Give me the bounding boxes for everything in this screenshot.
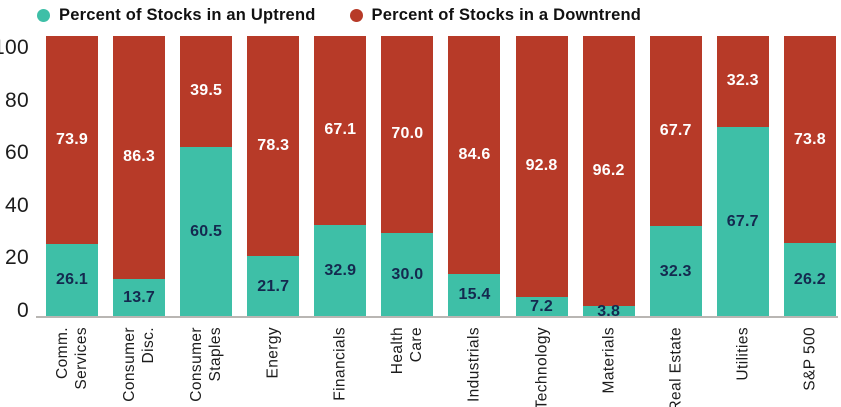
downtrend-segment: 67.1 [314, 36, 367, 225]
uptrend-segment: 60.5 [180, 147, 233, 317]
uptrend-value-label: 32.9 [324, 261, 357, 279]
y-axis-tick-label: 60 [5, 141, 29, 165]
x-axis-label: Real Estate [667, 327, 685, 407]
x-axis-label: S&P 500 [801, 327, 819, 391]
x-axis-label: Utilities [734, 327, 752, 381]
downtrend-segment: 84.6 [448, 36, 501, 274]
downtrend-value-label: 73.8 [793, 130, 826, 148]
uptrend-segment: 32.3 [649, 226, 702, 317]
downtrend-value-label: 86.3 [123, 148, 156, 166]
uptrend-segment: 67.7 [716, 126, 769, 317]
bar-column: 67.7 32.3 Real Estate [649, 36, 702, 407]
bar-column: 78.3 21.7 Energy [247, 36, 300, 379]
uptrend-segment: 3.8 [582, 302, 635, 320]
y-axis-tick-label: 40 [5, 193, 29, 217]
downtrend-segment: 73.8 [783, 36, 836, 244]
bar-column: 96.2 3.8 Materials [582, 36, 635, 393]
bar-column: 86.3 13.7 Consumer Disc. [113, 36, 166, 402]
bar-column: 92.8 7.2 Technology [515, 36, 568, 407]
downtrend-value-label: 32.3 [726, 72, 759, 90]
x-axis-label: Comm. Services [54, 327, 90, 390]
y-axis: 0 20 40 60 80 100 [0, 0, 30, 340]
downtrend-segment: 92.8 [515, 36, 568, 297]
uptrend-legend-dot-icon [37, 9, 50, 22]
bar-column: 39.5 60.5 Consumer Staples [180, 36, 233, 402]
downtrend-segment: 86.3 [113, 36, 166, 279]
bar-column: 73.9 26.1 Comm. Services [46, 36, 98, 390]
x-axis-label: Consumer Disc. [121, 327, 158, 402]
bar-column: 70.0 30.0 Health Care [381, 36, 434, 374]
x-axis-label: Energy [264, 327, 282, 379]
y-axis-tick-label: 80 [5, 88, 29, 112]
bar-column: 84.6 15.4 Industrials [448, 36, 501, 402]
y-axis-tick-label: 100 [0, 36, 29, 59]
downtrend-segment: 78.3 [247, 36, 300, 257]
uptrend-segment: 30.0 [381, 232, 434, 317]
x-axis-line [36, 316, 838, 318]
uptrend-segment: 7.2 [515, 296, 568, 317]
uptrend-value-label: 13.7 [123, 288, 156, 306]
uptrend-segment: 13.7 [113, 278, 166, 317]
uptrend-value-label: 3.8 [597, 302, 621, 320]
uptrend-value-label: 7.2 [530, 297, 553, 315]
downtrend-value-label: 67.7 [659, 122, 692, 140]
downtrend-value-label: 92.8 [525, 157, 558, 175]
y-axis-tick-label: 0 [17, 299, 29, 322]
uptrend-value-label: 21.7 [257, 277, 290, 295]
uptrend-segment: 32.9 [314, 224, 367, 317]
downtrend-segment: 67.7 [649, 36, 702, 227]
x-axis-label: Consumer Staples [188, 327, 225, 402]
x-axis-label: Industrials [465, 327, 483, 403]
plot-area: 73.9 26.1 Comm. Services 86.3 13.7 Consumer D… [46, 36, 836, 407]
uptrend-value-label: 26.1 [56, 271, 88, 289]
downtrend-segment: 96.2 [582, 36, 635, 307]
legend-item-downtrend: Percent of Stocks in a Downtrend [349, 6, 642, 25]
downtrend-value-label: 78.3 [257, 137, 290, 154]
downtrend-segment: 39.5 [180, 36, 233, 147]
uptrend-value-label: 67.7 [726, 212, 759, 230]
downtrend-value-label: 70.0 [391, 125, 424, 143]
downtrend-segment: 70.0 [381, 36, 434, 233]
uptrend-value-label: 15.4 [458, 286, 491, 304]
downtrend-value-label: 67.1 [324, 121, 357, 139]
downtrend-value-label: 39.5 [190, 82, 223, 100]
x-axis-label: Technology [533, 327, 551, 407]
uptrend-legend-label: Percent of Stocks in an Uptrend [59, 6, 316, 24]
legend: Percent of Stocks in an Uptrend Percent … [37, 6, 641, 25]
legend-item-uptrend: Percent of Stocks in an Uptrend [37, 6, 316, 25]
bar-column: 32.3 67.7 Utilities [716, 36, 769, 381]
x-axis-label: Financials [331, 327, 349, 401]
uptrend-value-label: 60.5 [190, 223, 223, 240]
uptrend-value-label: 32.3 [659, 262, 692, 280]
downtrend-value-label: 84.6 [458, 145, 491, 163]
downtrend-value-label: 73.9 [56, 130, 88, 148]
bar-column: 73.8 26.2 S&P 500 [783, 36, 836, 391]
downtrend-segment: 73.9 [46, 36, 98, 244]
y-axis-tick-label: 20 [5, 246, 29, 270]
uptrend-value-label: 30.0 [391, 265, 424, 283]
downtrend-segment: 32.3 [716, 36, 769, 127]
downtrend-legend-dot-icon [349, 9, 363, 22]
bar-column: 67.1 32.9 Financials [314, 36, 367, 401]
downtrend-legend-label: Percent of Stocks in a Downtrend [371, 6, 642, 24]
uptrend-value-label: 26.2 [793, 271, 826, 289]
uptrend-segment: 26.1 [46, 243, 98, 317]
x-axis-label: Materials [600, 327, 618, 394]
x-axis-label: Health Care [389, 327, 426, 375]
uptrend-segment: 21.7 [247, 256, 300, 317]
uptrend-segment: 26.2 [783, 243, 836, 317]
uptrend-segment: 15.4 [448, 273, 501, 317]
downtrend-value-label: 96.2 [592, 162, 625, 180]
